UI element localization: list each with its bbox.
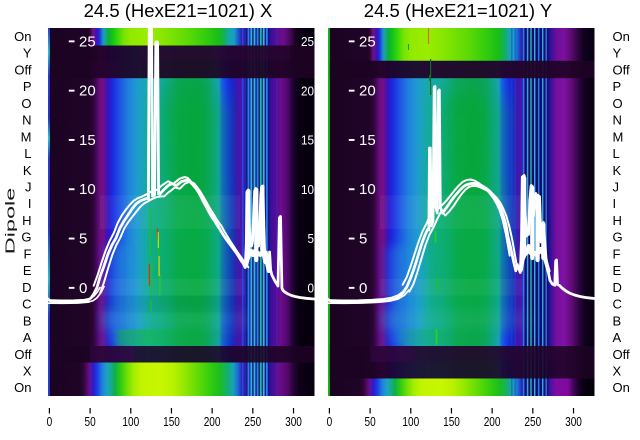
svg-text:I: I xyxy=(28,196,32,211)
svg-text:L: L xyxy=(613,146,620,161)
svg-text:25: 25 xyxy=(301,34,314,49)
svg-text:G: G xyxy=(613,230,623,245)
svg-text:0: 0 xyxy=(79,280,87,297)
svg-text:G: G xyxy=(21,230,31,245)
svg-text:100: 100 xyxy=(122,414,139,429)
svg-text:A: A xyxy=(23,330,32,345)
svg-text:C: C xyxy=(22,297,31,312)
svg-text:250: 250 xyxy=(244,414,261,429)
svg-text:Off: Off xyxy=(14,62,31,77)
svg-text:Off: Off xyxy=(613,347,630,362)
svg-text:0: 0 xyxy=(359,280,367,297)
svg-text:Y: Y xyxy=(23,46,32,61)
svg-text:J: J xyxy=(25,180,32,195)
svg-text:D: D xyxy=(22,280,31,295)
svg-text:X: X xyxy=(23,364,32,379)
svg-text:300: 300 xyxy=(565,414,582,429)
svg-text:200: 200 xyxy=(484,414,501,429)
svg-text:300: 300 xyxy=(285,414,302,429)
svg-text:15: 15 xyxy=(301,133,314,148)
svg-text:H: H xyxy=(613,213,622,228)
svg-text:10: 10 xyxy=(79,181,96,198)
svg-text:F: F xyxy=(613,246,621,261)
svg-text:N: N xyxy=(613,113,622,128)
svg-text:10: 10 xyxy=(359,181,376,198)
svg-text:150: 150 xyxy=(163,414,180,429)
svg-text:E: E xyxy=(23,263,32,278)
svg-text:F: F xyxy=(24,246,32,261)
svg-text:On: On xyxy=(14,29,31,44)
svg-text:250: 250 xyxy=(524,414,541,429)
svg-text:100: 100 xyxy=(402,414,419,429)
svg-text:L: L xyxy=(24,146,31,161)
svg-text:B: B xyxy=(613,313,622,328)
svg-text:P: P xyxy=(23,79,32,94)
svg-text:25: 25 xyxy=(79,33,96,50)
svg-text:O: O xyxy=(21,96,31,111)
svg-text:0: 0 xyxy=(47,414,53,429)
svg-text:I: I xyxy=(613,196,617,211)
svg-text:50: 50 xyxy=(85,414,96,429)
svg-text:20: 20 xyxy=(301,83,314,98)
svg-text:On: On xyxy=(613,29,630,44)
svg-text:Y: Y xyxy=(613,46,622,61)
svg-text:5: 5 xyxy=(79,231,87,248)
svg-text:E: E xyxy=(613,263,622,278)
svg-text:A: A xyxy=(613,330,622,345)
svg-text:20: 20 xyxy=(79,83,96,100)
svg-text:O: O xyxy=(613,96,623,111)
svg-text:K: K xyxy=(613,163,622,178)
svg-text:M: M xyxy=(613,129,624,144)
svg-text:200: 200 xyxy=(204,414,221,429)
svg-text:N: N xyxy=(22,113,31,128)
svg-text:5: 5 xyxy=(308,231,315,246)
svg-text:X: X xyxy=(613,364,622,379)
svg-text:M: M xyxy=(21,129,32,144)
svg-text:20: 20 xyxy=(359,83,376,100)
svg-text:5: 5 xyxy=(359,231,367,248)
svg-text:H: H xyxy=(22,213,31,228)
svg-text:B: B xyxy=(23,313,32,328)
svg-text:24.5 (HexE21=1021) Y: 24.5 (HexE21=1021) Y xyxy=(364,0,552,21)
svg-text:On: On xyxy=(613,380,630,395)
svg-text:15: 15 xyxy=(359,132,376,149)
svg-text:C: C xyxy=(613,297,622,312)
svg-text:Off: Off xyxy=(14,347,31,362)
svg-text:Off: Off xyxy=(613,62,630,77)
svg-text:J: J xyxy=(613,180,620,195)
svg-text:150: 150 xyxy=(443,414,460,429)
svg-text:25: 25 xyxy=(359,33,376,50)
svg-text:0: 0 xyxy=(327,414,333,429)
svg-text:0: 0 xyxy=(308,281,315,296)
svg-text:50: 50 xyxy=(365,414,376,429)
svg-text:Dipole: Dipole xyxy=(3,188,18,255)
svg-text:On: On xyxy=(14,380,31,395)
svg-text:P: P xyxy=(613,79,622,94)
svg-text:K: K xyxy=(23,163,32,178)
svg-text:D: D xyxy=(613,280,622,295)
svg-text:24.5 (HexE21=1021) X: 24.5 (HexE21=1021) X xyxy=(84,0,273,21)
svg-text:15: 15 xyxy=(79,132,96,149)
svg-text:10: 10 xyxy=(301,182,314,197)
